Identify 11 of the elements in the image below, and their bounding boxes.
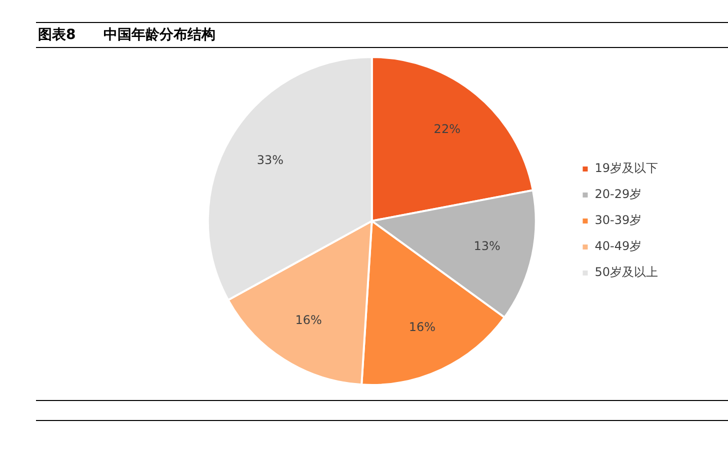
legend-label: 40-49岁 xyxy=(594,239,642,254)
data-label: 16% xyxy=(408,320,436,334)
data-label: 13% xyxy=(474,238,500,253)
legend-label: 20-29岁 xyxy=(594,187,642,202)
legend-label: 30-39岁 xyxy=(594,213,642,228)
data-label: 16% xyxy=(295,312,322,327)
chart-title: 图表8 中国年龄分布结构 xyxy=(38,26,216,44)
legend-label: 19岁及以下 xyxy=(594,161,658,176)
legend-label: 50岁及以上 xyxy=(594,265,658,280)
data-label: 22% xyxy=(434,122,460,136)
data-label: 33% xyxy=(256,153,284,168)
